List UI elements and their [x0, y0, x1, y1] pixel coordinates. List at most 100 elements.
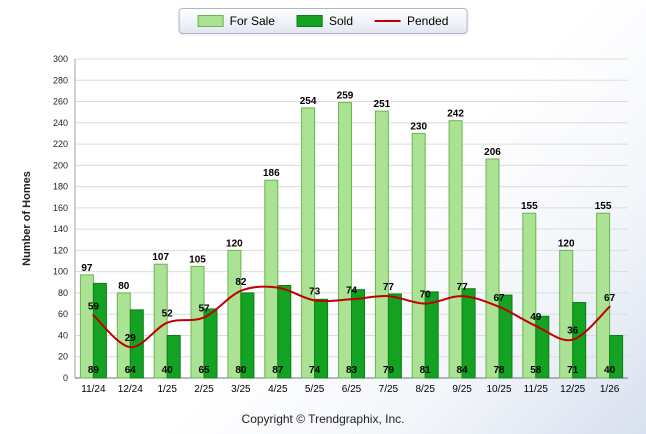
for-sale-value-label: 107 — [152, 252, 169, 263]
pended-line-icon — [375, 20, 402, 22]
bar-sold — [498, 294, 513, 379]
bar-for-sale — [522, 212, 537, 379]
pended-value-label: 67 — [604, 293, 616, 304]
bar-sold — [609, 335, 624, 379]
bar-sold — [166, 335, 181, 379]
x-category-label: 11/25 — [524, 384, 549, 395]
pended-value-label: 29 — [125, 333, 137, 344]
sold-value-label: 74 — [309, 365, 321, 376]
for-sale-value-label: 80 — [118, 281, 130, 292]
x-category-label: 1/26 — [600, 384, 620, 395]
sold-value-label: 84 — [457, 365, 469, 376]
for-sale-value-label: 155 — [595, 201, 612, 212]
for-sale-value-label: 155 — [521, 201, 538, 212]
sold-value-label: 64 — [125, 365, 137, 376]
pended-value-label: 49 — [530, 312, 542, 323]
bar-for-sale — [485, 158, 500, 379]
sold-value-label: 81 — [420, 365, 432, 376]
y-tick-label: 60 — [58, 309, 68, 319]
sold-value-label: 89 — [88, 365, 100, 376]
x-category-label: 11/24 — [81, 384, 106, 395]
legend-item-sold: Sold — [296, 14, 353, 28]
pended-value-label: 67 — [493, 293, 505, 304]
legend-label-pended: Pended — [407, 14, 449, 28]
sold-value-label: 79 — [383, 365, 395, 376]
legend-item-pended: Pended — [375, 14, 448, 28]
for-sale-swatch-icon — [197, 15, 224, 27]
x-category-label: 7/25 — [379, 384, 399, 395]
sold-value-label: 71 — [567, 365, 579, 376]
bar-for-sale — [79, 274, 94, 379]
bar-sold — [129, 309, 144, 379]
bar-sold — [240, 292, 255, 379]
x-category-label: 12/25 — [560, 384, 585, 395]
y-tick-label: 180 — [53, 182, 68, 192]
bar-for-sale — [596, 212, 611, 379]
for-sale-value-label: 251 — [374, 99, 391, 110]
bar-for-sale — [153, 263, 168, 379]
y-tick-label: 140 — [53, 224, 68, 234]
bar-sold — [314, 298, 329, 379]
x-category-label: 2/25 — [194, 384, 214, 395]
bar-for-sale — [227, 249, 242, 379]
y-tick-label: 40 — [58, 330, 68, 340]
bar-sold — [92, 282, 107, 379]
pended-value-label: 59 — [88, 301, 100, 312]
bar-for-sale — [448, 120, 463, 379]
pended-value-label: 82 — [235, 277, 247, 288]
x-category-label: 10/25 — [486, 384, 511, 395]
for-sale-value-label: 242 — [447, 109, 464, 120]
copyright-text: Copyright © Trendgraphix, Inc. — [241, 412, 405, 426]
bar-for-sale — [190, 265, 205, 379]
chart-legend: For Sale Sold Pended — [178, 8, 468, 34]
x-category-label: 12/24 — [118, 384, 143, 395]
bar-for-sale — [301, 107, 316, 379]
x-category-label: 4/25 — [268, 384, 288, 395]
y-tick-label: 300 — [53, 54, 68, 64]
for-sale-value-label: 120 — [226, 238, 243, 249]
y-axis-title: Number of Homes — [21, 171, 33, 266]
bar-for-sale — [411, 132, 426, 379]
pended-value-label: 74 — [346, 285, 358, 296]
pended-value-label: 77 — [383, 282, 395, 293]
pended-line — [92, 285, 611, 349]
bar-sold — [461, 288, 476, 379]
bar-sold — [387, 293, 402, 379]
x-category-label: 5/25 — [305, 384, 325, 395]
pended-value-label: 70 — [420, 290, 432, 301]
for-sale-value-label: 230 — [410, 121, 427, 132]
bar-for-sale — [338, 102, 352, 379]
pended-value-label: 73 — [309, 286, 321, 297]
for-sale-value-label: 206 — [484, 147, 501, 158]
y-tick-label: 220 — [53, 139, 68, 149]
y-tick-label: 160 — [53, 203, 68, 213]
for-sale-value-label: 259 — [337, 91, 354, 102]
for-sale-value-label: 105 — [189, 254, 206, 265]
y-tick-label: 0 — [63, 373, 68, 383]
x-category-label: 3/25 — [231, 384, 251, 395]
sold-swatch-icon — [296, 15, 323, 27]
sold-value-label: 40 — [604, 365, 616, 376]
sold-value-label: 78 — [493, 365, 505, 376]
y-tick-label: 240 — [53, 118, 68, 128]
sold-value-label: 87 — [272, 365, 284, 376]
for-sale-value-label: 186 — [263, 168, 280, 179]
y-tick-label: 100 — [53, 267, 68, 277]
bar-for-sale — [374, 110, 389, 379]
bar-sold — [424, 291, 439, 379]
bar-sold — [277, 285, 292, 379]
y-tick-label: 80 — [58, 288, 68, 298]
bar-sold — [351, 289, 365, 379]
y-tick-label: 260 — [53, 97, 68, 107]
y-tick-label: 200 — [53, 160, 68, 170]
x-category-label: 1/25 — [157, 384, 177, 395]
sold-value-label: 65 — [198, 365, 210, 376]
pended-value-label: 77 — [457, 282, 469, 293]
x-category-label: 9/25 — [452, 384, 472, 395]
y-tick-label: 280 — [53, 75, 68, 85]
x-category-label: 6/25 — [342, 384, 362, 395]
pended-value-label: 57 — [198, 303, 210, 314]
sold-value-label: 58 — [530, 365, 542, 376]
x-category-label: 8/25 — [415, 384, 435, 395]
